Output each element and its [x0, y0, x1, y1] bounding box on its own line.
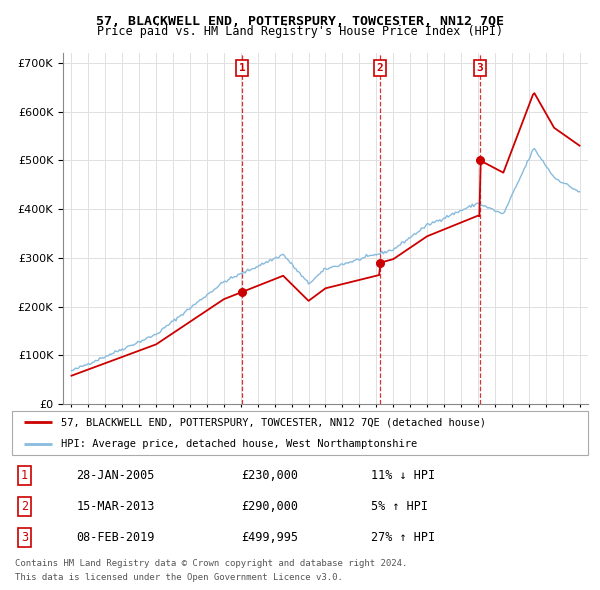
Text: 5% ↑ HPI: 5% ↑ HPI	[371, 500, 428, 513]
Text: 57, BLACKWELL END, POTTERSPURY, TOWCESTER, NN12 7QE (detached house): 57, BLACKWELL END, POTTERSPURY, TOWCESTE…	[61, 417, 486, 427]
Text: 15-MAR-2013: 15-MAR-2013	[77, 500, 155, 513]
Text: £499,995: £499,995	[241, 531, 298, 544]
Text: 11% ↓ HPI: 11% ↓ HPI	[371, 469, 434, 482]
Text: 2: 2	[21, 500, 28, 513]
Text: 57, BLACKWELL END, POTTERSPURY, TOWCESTER, NN12 7QE: 57, BLACKWELL END, POTTERSPURY, TOWCESTE…	[96, 15, 504, 28]
Text: 27% ↑ HPI: 27% ↑ HPI	[371, 531, 434, 544]
Text: £230,000: £230,000	[241, 469, 298, 482]
Text: This data is licensed under the Open Government Licence v3.0.: This data is licensed under the Open Gov…	[15, 573, 343, 582]
Text: 2: 2	[376, 63, 383, 73]
Text: 1: 1	[21, 469, 28, 482]
Text: HPI: Average price, detached house, West Northamptonshire: HPI: Average price, detached house, West…	[61, 440, 417, 450]
Text: 3: 3	[476, 63, 484, 73]
FancyBboxPatch shape	[12, 411, 588, 455]
Text: 3: 3	[21, 531, 28, 544]
Text: Price paid vs. HM Land Registry's House Price Index (HPI): Price paid vs. HM Land Registry's House …	[97, 25, 503, 38]
Text: 28-JAN-2005: 28-JAN-2005	[77, 469, 155, 482]
Text: 1: 1	[239, 63, 245, 73]
Text: 08-FEB-2019: 08-FEB-2019	[77, 531, 155, 544]
Text: Contains HM Land Registry data © Crown copyright and database right 2024.: Contains HM Land Registry data © Crown c…	[15, 559, 407, 568]
Text: £290,000: £290,000	[241, 500, 298, 513]
